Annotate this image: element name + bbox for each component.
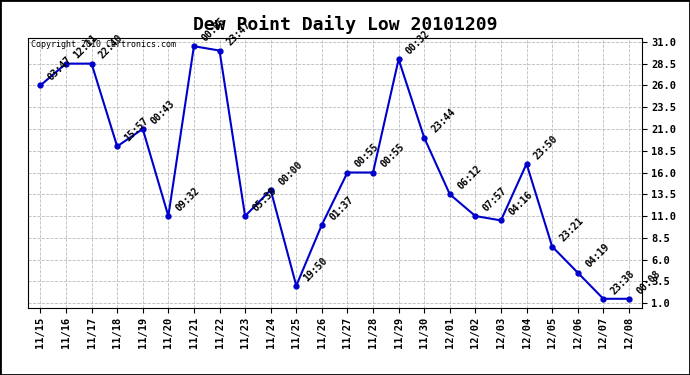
Text: 00:00: 00:00 <box>276 159 304 187</box>
Text: 05:38: 05:38 <box>250 185 279 213</box>
Text: 00:08: 00:08 <box>635 268 662 296</box>
Text: 00:55: 00:55 <box>353 142 381 170</box>
Text: 23:44: 23:44 <box>430 107 457 135</box>
Text: 23:50: 23:50 <box>532 133 560 161</box>
Text: 00:43: 00:43 <box>148 98 176 126</box>
Text: 19:50: 19:50 <box>302 255 330 283</box>
Text: 00:32: 00:32 <box>404 28 432 57</box>
Text: 03:47: 03:47 <box>46 55 74 82</box>
Text: 15:57: 15:57 <box>123 116 150 144</box>
Text: Dew Point Daily Low 20101209: Dew Point Daily Low 20101209 <box>193 15 497 34</box>
Text: 06:12: 06:12 <box>455 164 483 192</box>
Text: 04:19: 04:19 <box>583 242 611 270</box>
Text: 00:05: 00:05 <box>199 16 227 44</box>
Text: 04:16: 04:16 <box>506 190 534 217</box>
Text: Copyright 2010 Cartronics.com: Copyright 2010 Cartronics.com <box>30 40 176 49</box>
Text: 22:40: 22:40 <box>97 33 125 61</box>
Text: 12:11: 12:11 <box>72 33 99 61</box>
Text: 07:57: 07:57 <box>481 185 509 213</box>
Text: 09:32: 09:32 <box>174 185 201 213</box>
Text: 23:38: 23:38 <box>609 268 637 296</box>
Text: 01:37: 01:37 <box>328 194 355 222</box>
Text: 23:21: 23:21 <box>558 216 586 244</box>
Text: 23:47: 23:47 <box>225 20 253 48</box>
Text: 00:55: 00:55 <box>379 142 406 170</box>
